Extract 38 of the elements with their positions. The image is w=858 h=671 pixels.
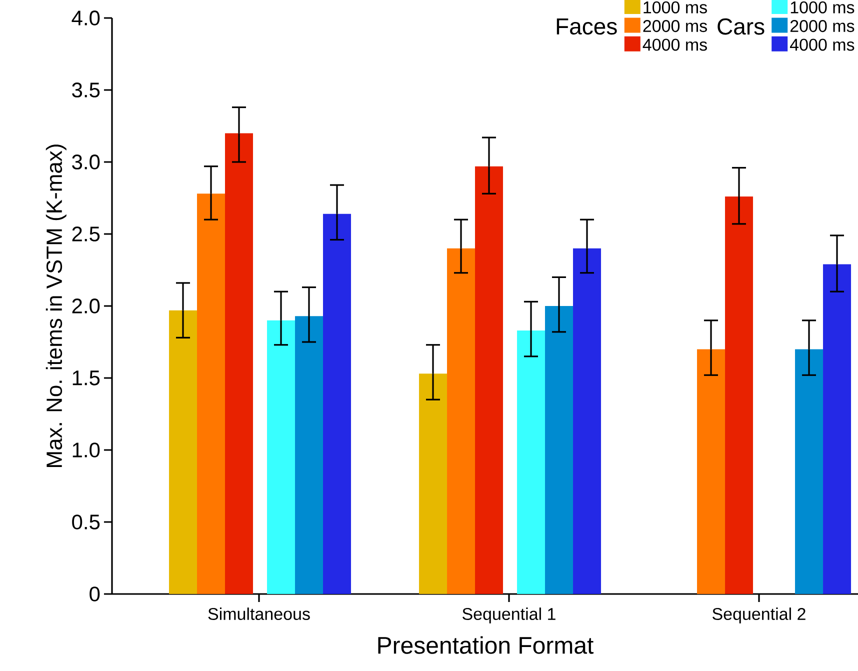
bar: [823, 264, 852, 594]
legend-label: 4000 ms: [642, 38, 707, 51]
y-tick-label: 0: [90, 586, 100, 602]
bar: [267, 320, 296, 594]
annotation: Faces: [556, 18, 617, 35]
bar: [475, 166, 504, 594]
bar: [697, 349, 726, 594]
bar: [295, 316, 324, 594]
bar: [447, 248, 476, 594]
bar: [517, 330, 546, 594]
annotation: Cars: [718, 18, 764, 35]
legend-label: 2000 ms: [643, 20, 707, 32]
y-tick-label: 2.5: [72, 226, 100, 242]
x-tick-label: Simultaneous: [208, 608, 310, 620]
y-tick-label: 1.0: [72, 442, 100, 458]
y-tick-label: 3.5: [72, 82, 100, 98]
y-tick-label: 4.0: [72, 10, 100, 26]
bar: [197, 194, 225, 594]
y-tick-label: 3.0: [72, 154, 100, 170]
bar: [795, 349, 824, 594]
y-tick-label: 2.0: [72, 298, 100, 314]
bar: [573, 248, 602, 594]
x-axis-title: Presentation Format: [378, 636, 594, 654]
legend-label: 2000 ms: [790, 20, 854, 32]
bar: [169, 310, 198, 594]
x-tick-label: Sequential 2: [712, 608, 806, 624]
legend-label: 1000 ms: [790, 1, 854, 14]
legend-label: 1000 ms: [644, 1, 707, 14]
y-axis-title: Max. No. items in VSTM (K-max): [46, 144, 66, 467]
bar: [725, 196, 754, 594]
bar: [225, 133, 254, 594]
bar: [545, 306, 574, 594]
y-tick-label: 1.5: [72, 370, 100, 386]
y-tick-label: 0.5: [72, 514, 100, 530]
bar: [419, 374, 448, 594]
legend-label: 4000 ms: [790, 38, 854, 51]
x-tick-label: Sequential 1: [462, 608, 556, 624]
bar: [323, 214, 352, 594]
